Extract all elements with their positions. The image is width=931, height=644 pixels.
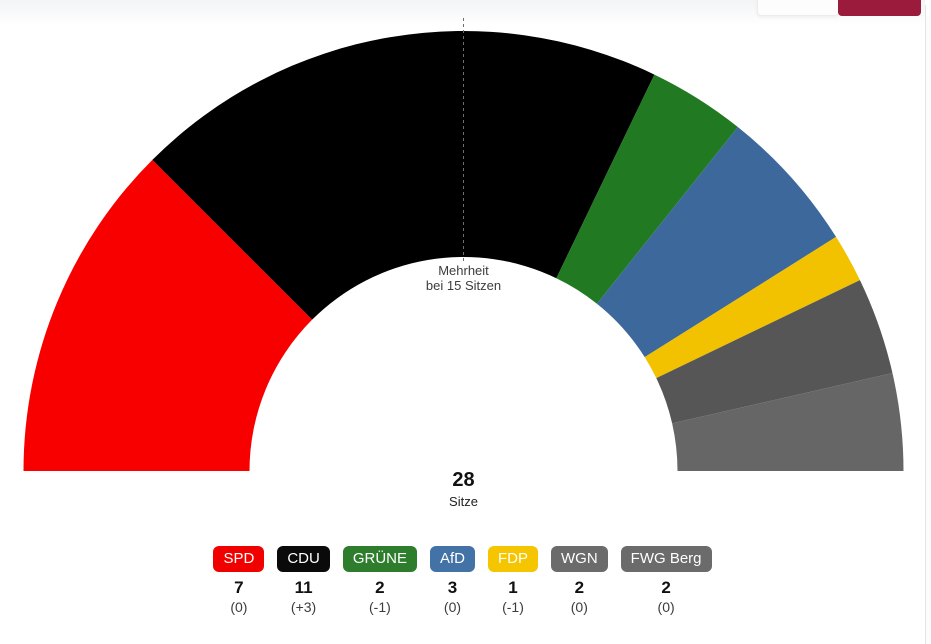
- legend-change-fdp: (-1): [502, 599, 524, 615]
- legend-seats-cdu: 11: [294, 578, 313, 597]
- chart-legend: SPD 7 (0) CDU 11 (+3) GRÜNE 2 (-1) AfD 3 (0) FDP 1 (-1…: [0, 546, 925, 615]
- legend-item-spd: SPD 7 (0): [213, 546, 265, 615]
- majority-label-line2: bei 15 Sitzen: [425, 278, 502, 293]
- legend-badge-spd[interactable]: SPD: [213, 546, 265, 572]
- legend-badge-fwg-berg[interactable]: FWG Berg: [620, 546, 712, 572]
- legend-seats-fdp: 1: [508, 578, 518, 597]
- total-seats-value: 28: [452, 469, 475, 491]
- top-right-accent-button[interactable]: [838, 0, 921, 16]
- legend-item-cdu: CDU 11 (+3): [277, 546, 330, 615]
- chart-wedges: [23, 30, 904, 471]
- legend-item-afd: AfD 3 (0): [429, 546, 475, 615]
- wedge-grune[interactable]: [556, 74, 738, 304]
- legend-item-wgn: WGN 2 (0): [551, 546, 608, 615]
- wedge-fwg-berg[interactable]: [672, 373, 904, 471]
- legend-seats-grune: 2: [375, 578, 385, 597]
- legend-badge-afd[interactable]: AfD: [429, 546, 475, 572]
- legend-item-fdp: FDP 1 (-1): [488, 546, 538, 615]
- legend-change-afd: (0): [443, 599, 462, 615]
- legend-badge-fdp[interactable]: FDP: [488, 546, 538, 572]
- legend-badge-cdu[interactable]: CDU: [277, 546, 330, 572]
- page-right-gutter: [926, 16, 931, 644]
- page-right-border: [925, 5, 926, 644]
- majority-label-line1: Mehrheit: [438, 263, 489, 278]
- wedge-wgn[interactable]: [656, 280, 893, 424]
- legend-item-fwg-berg: FWG Berg 2 (0): [620, 546, 712, 615]
- total-seats-label: Sitze: [449, 494, 478, 509]
- majority-marker-label: Mehrheit bei 15 Sitzen: [383, 263, 544, 293]
- legend-item-grune: GRÜNE 2 (-1): [342, 546, 417, 615]
- total-seats: 28 Sitze: [403, 469, 524, 509]
- wedge-afd[interactable]: [596, 126, 837, 358]
- legend-change-fwg-berg: (0): [657, 599, 675, 615]
- wedge-cdu[interactable]: [152, 30, 655, 320]
- wedge-spd[interactable]: [23, 159, 313, 471]
- wedge-fdp[interactable]: [644, 236, 860, 379]
- legend-badge-wgn[interactable]: WGN: [551, 546, 608, 572]
- legend-change-grune: (-1): [369, 599, 391, 615]
- legend-seats-afd: 3: [447, 578, 458, 597]
- legend-badge-grune[interactable]: GRÜNE: [342, 546, 417, 572]
- seat-distribution-chart: [23, 18, 904, 471]
- legend-change-cdu: (+3): [290, 599, 317, 615]
- legend-change-wgn: (0): [570, 599, 588, 615]
- legend-seats-spd: 7: [234, 578, 244, 597]
- legend-seats-wgn: 2: [574, 578, 585, 597]
- legend-change-spd: (0): [230, 599, 248, 615]
- legend-seats-fwg-berg: 2: [661, 578, 671, 597]
